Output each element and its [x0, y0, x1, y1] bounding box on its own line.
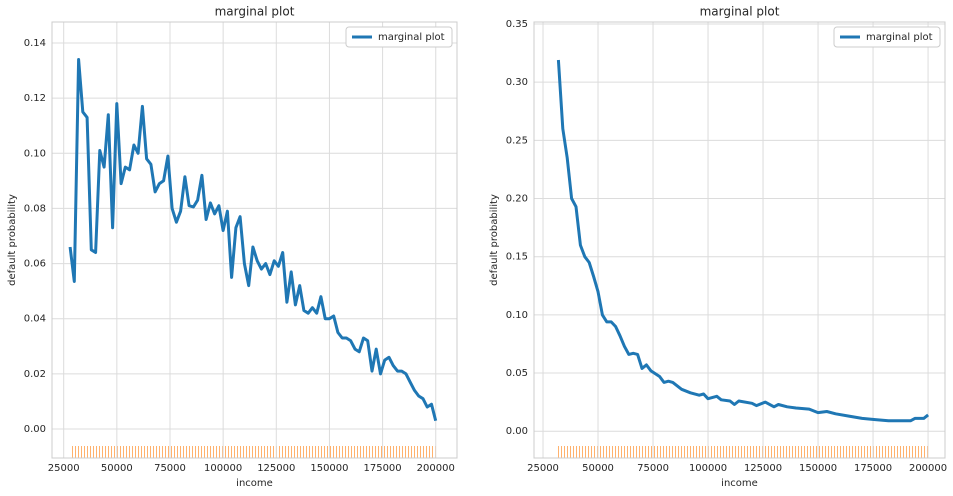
y-tick-label: 0.25	[506, 135, 528, 146]
x-tick-label: 125000	[257, 463, 295, 474]
legend-box	[833, 26, 941, 48]
legend-label: marginal plot	[378, 32, 445, 43]
x-tick-label: 75000	[154, 463, 186, 474]
y-tick-label: 0.04	[24, 314, 46, 325]
x-tick-label: 200000	[417, 463, 455, 474]
y-tick-label: 0.06	[24, 259, 46, 270]
y-tick-label: 0.10	[506, 310, 528, 321]
y-tick-label: 0.08	[24, 203, 46, 214]
y-tick-label: 0.05	[506, 368, 528, 379]
legend-label: marginal plot	[866, 32, 933, 43]
data-line	[68, 58, 438, 422]
y-axis-label: default probability	[489, 194, 500, 286]
rug	[70, 446, 436, 458]
y-tick-label: 0.02	[24, 369, 46, 380]
x-tick-label: 175000	[854, 463, 892, 474]
chart-title: marginal plot	[700, 5, 780, 19]
y-tick-label: 0.12	[24, 93, 46, 104]
x-tick-label: 175000	[363, 463, 401, 474]
plot-frame	[533, 21, 946, 459]
x-tick-label: 25000	[48, 463, 80, 474]
x-tick-label: 150000	[310, 463, 348, 474]
plot-frame	[51, 21, 458, 459]
y-tick-label: 0.35	[506, 19, 528, 30]
chart-title: marginal plot	[215, 5, 295, 19]
y-tick-label: 0.30	[506, 77, 528, 88]
x-tick-label: 200000	[909, 463, 947, 474]
x-tick-label: 75000	[637, 463, 669, 474]
y-tick-label: 0.00	[24, 424, 46, 435]
y-axis-label: default probability	[7, 194, 18, 286]
y-tick-label: 0.14	[24, 38, 46, 49]
y-tick-label: 0.15	[506, 252, 528, 263]
y-tick-label: 0.20	[506, 194, 528, 205]
y-tick-label: 0.00	[506, 426, 528, 437]
x-tick-label: 50000	[101, 463, 133, 474]
x-tick-label: 100000	[204, 463, 242, 474]
x-axis-label: income	[721, 478, 758, 489]
data-line	[556, 59, 930, 423]
x-tick-label: 50000	[582, 463, 614, 474]
x-tick-label: 25000	[527, 463, 559, 474]
legend-box	[345, 26, 453, 48]
y-tick-label: 0.10	[24, 148, 46, 159]
rug	[556, 446, 928, 458]
x-tick-label: 100000	[689, 463, 727, 474]
x-axis-label: income	[236, 478, 273, 489]
x-tick-label: 125000	[744, 463, 782, 474]
x-tick-label: 150000	[799, 463, 837, 474]
